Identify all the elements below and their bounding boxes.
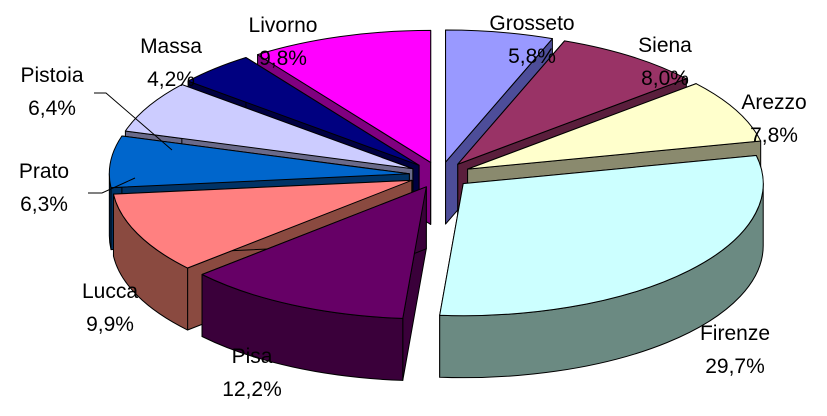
slice-label-arezzo: Arezzo (741, 91, 806, 114)
slice-value-livorno: 9,8% (259, 47, 307, 70)
pie-slice-top-siena (457, 40, 687, 165)
slice-label-grosseto: Grosseto (489, 12, 574, 35)
slice-label-livorno: Livorno (249, 14, 318, 37)
slice-value-arezzo: 7,8% (750, 124, 798, 147)
pie-slice-top-lucca (112, 179, 413, 269)
slice-label-firenze: Firenze (700, 322, 770, 345)
leader-line-prato (88, 177, 136, 194)
pie-slice-top-grosseto (445, 29, 553, 163)
pie-slice-pisa (201, 186, 427, 381)
slice-value-prato: 6,3% (20, 193, 68, 216)
slice-label-siena: Siena (638, 34, 692, 57)
slice-value-firenze: 29,7% (705, 355, 765, 378)
pie-slice-top-pisa (201, 186, 427, 319)
pie-slice-top-massa (187, 57, 420, 166)
pie-slice-top-pistoia (124, 84, 414, 170)
slice-value-pisa: 12,2% (222, 378, 282, 401)
slice-label-massa: Massa (140, 35, 202, 58)
slice-label-lucca: Lucca (82, 280, 138, 303)
slice-label-pistoia: Pistoia (20, 64, 83, 87)
slice-value-lucca: 9,9% (86, 313, 134, 336)
pie-slice-top-livorno (257, 29, 432, 163)
slice-value-massa: 4,2% (147, 68, 195, 91)
leader-line-pistoia (94, 92, 173, 151)
slice-label-prato: Prato (19, 160, 69, 183)
slice-value-pistoia: 6,4% (28, 97, 76, 120)
pie-slice-top-firenze (439, 155, 764, 317)
slice-label-pisa: Pisa (232, 345, 273, 368)
pie-slice-top-prato (108, 135, 410, 189)
slice-value-grosseto: 5,8% (508, 45, 556, 68)
slice-value-siena: 8,0% (641, 67, 689, 90)
pie-slice-firenze (439, 155, 764, 379)
pie-slice-top-arezzo (467, 83, 762, 170)
